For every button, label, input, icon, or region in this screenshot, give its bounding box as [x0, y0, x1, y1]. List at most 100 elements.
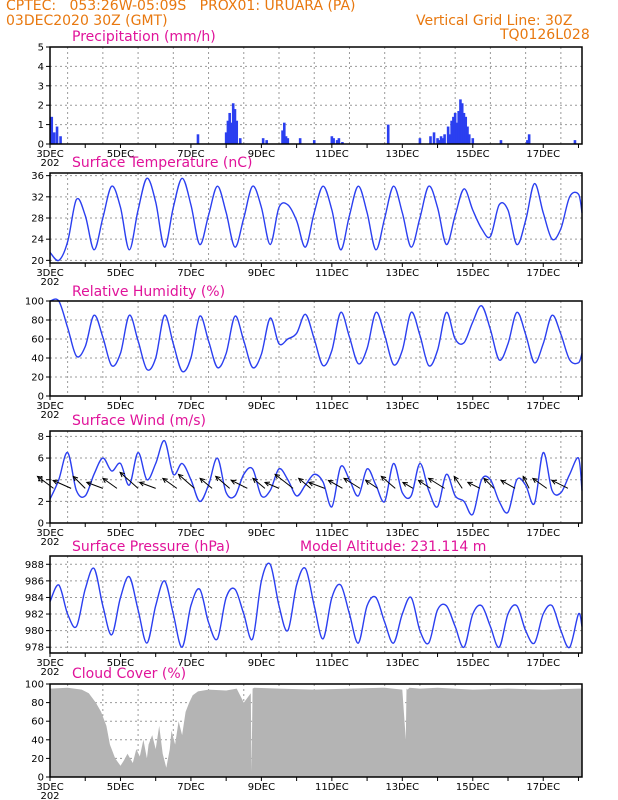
x-tick-label: 9DEC [248, 782, 275, 793]
precip-bar [432, 132, 436, 144]
x-tick-label: 5DEC [107, 528, 134, 539]
y-tick-label: 6 [38, 454, 44, 465]
wind-vector-shaft [380, 475, 396, 489]
wind-vector-shaft [37, 475, 54, 489]
x-tick-label: 17DEC [526, 149, 560, 160]
panel-frame [49, 555, 583, 654]
wind-vector [483, 477, 495, 489]
y-tick-label: 986 [25, 576, 44, 587]
wind-vector [214, 475, 231, 489]
precip-bar [448, 134, 452, 144]
x-tick-label: 9DEC [248, 149, 275, 160]
precip-bar [499, 140, 503, 144]
x-tick-label: 7DEC [177, 149, 204, 160]
y-tick-label: 60 [31, 717, 44, 728]
panel-frame [49, 46, 583, 145]
wind-vector [466, 481, 481, 489]
wind-vector [522, 475, 530, 489]
x-tick-label: 15DEC [456, 658, 490, 669]
precip-bar [286, 138, 290, 144]
panel-frame [49, 430, 583, 524]
wind-vector-head [483, 477, 489, 484]
wind-vector-shaft [52, 479, 72, 489]
wind-vector [531, 477, 548, 489]
wind-vector-head [531, 477, 538, 484]
panel-cloud: 0 20 40 60 80 100 3DEC 5DEC 7DEC 9DEC 11DEC 13DEC 15… [25, 666, 583, 800]
wind-vector-shaft [139, 481, 156, 489]
precip-bar [459, 99, 462, 144]
y-tick-label: 20 [31, 256, 44, 267]
y-tick-label: 20 [31, 373, 44, 384]
model-altitude-label: Model Altitude: 231.114 m [300, 539, 486, 555]
precip-bar [527, 134, 531, 144]
wind-vector [101, 477, 118, 489]
wind-vector-shaft [453, 476, 463, 489]
precip-bar [467, 134, 471, 144]
wind-vector-shaft [102, 477, 118, 489]
wind-vector-head [101, 477, 108, 484]
wind-vector-head [550, 479, 557, 485]
precip-bar [196, 134, 200, 144]
panel-title-rh: Relative Humidity (%) [72, 284, 225, 300]
y-tick-label: 24 [31, 235, 44, 246]
wind-vector-head [214, 475, 221, 482]
x-tick-label: 11DEC [315, 528, 349, 539]
precip-bar [453, 112, 457, 144]
panel-pres: 978 980 982 984 986 988 3DEC 5DEC 7DEC 9DEC 11DEC 1… [25, 539, 583, 678]
x-tick-label: 9DEC [248, 658, 275, 669]
y-tick-label: 60 [31, 335, 44, 346]
wind-vector [307, 481, 325, 489]
wind-vector-shaft [72, 476, 86, 489]
y-tick-label: 80 [31, 316, 44, 327]
precip-bar [50, 116, 54, 144]
precip-bar [452, 116, 455, 144]
wind-vector-head [177, 473, 184, 480]
precip-bar [460, 103, 464, 144]
precip-bar [443, 134, 446, 144]
y-tick-label: 980 [25, 626, 44, 637]
precip-bar [438, 140, 441, 144]
y-tick-label: 988 [25, 560, 44, 571]
panel-title-cloud: Cloud Cover (%) [72, 666, 186, 682]
x-tick-label: 7DEC [177, 782, 204, 793]
pres-line [49, 562, 583, 649]
wind-vector [500, 479, 516, 489]
y-tick-label: 32 [31, 192, 44, 203]
cloud-area [50, 687, 582, 777]
precip-bar [330, 136, 334, 144]
wind-vector-shaft [308, 481, 325, 489]
precip-bar [281, 130, 284, 144]
precip-bar [466, 126, 469, 144]
panel-frame [49, 300, 583, 397]
x-tick-label: 11DEC [315, 782, 349, 793]
y-tick-label: 0 [38, 140, 44, 151]
x-tick-label: 5DEC [107, 401, 134, 412]
wind-vector-shaft [215, 475, 231, 489]
x-tick-label: 11DEC [315, 149, 349, 160]
wind-vector [161, 477, 178, 489]
precip-bar [265, 140, 268, 144]
rh-line [49, 298, 583, 373]
wind-vector [52, 479, 72, 489]
y-tick-label: 40 [31, 735, 44, 746]
precip-bar [462, 112, 466, 144]
precip-bar [312, 140, 316, 144]
y-tick-label: 978 [25, 643, 44, 654]
x-tick-label: 7DEC [177, 658, 204, 669]
x-tick-label: 3DEC [36, 528, 63, 539]
temp-line [49, 177, 583, 262]
wind-vector-head [364, 479, 371, 485]
wind-vector-shaft [178, 473, 195, 489]
panel-frame [49, 683, 583, 778]
precip-bar [230, 122, 233, 144]
wind-vector [119, 471, 139, 489]
wind-vector-shaft [467, 481, 481, 489]
y-tick-label: 3 [38, 81, 44, 92]
precip-bar [224, 132, 228, 144]
wind-vector-shaft [365, 479, 378, 489]
x-tick-label: 3DEC [36, 782, 63, 793]
year-fragment-label: 202 [40, 158, 59, 169]
wind-vector-shaft [274, 473, 294, 489]
x-tick-label: 5DEC [107, 149, 134, 160]
wind-vector-head [138, 481, 145, 487]
